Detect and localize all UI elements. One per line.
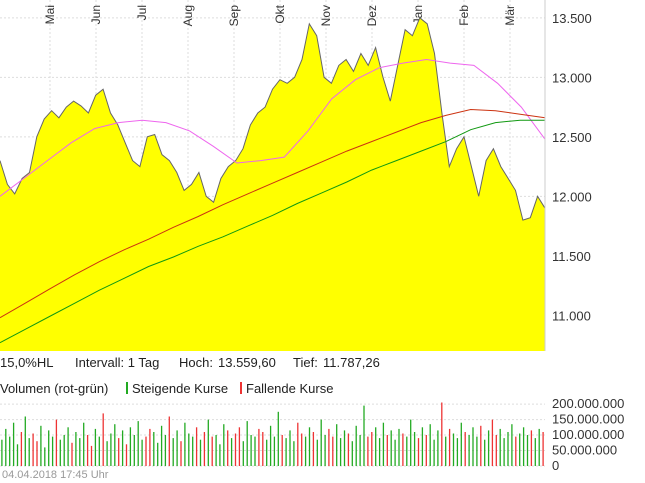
volume-tick-label: 150.000.000 <box>552 412 624 427</box>
moving-average-line <box>0 108 546 319</box>
high-value: 13.559,60 <box>218 355 276 370</box>
interval-label: Intervall: 1 Tag <box>75 355 160 370</box>
volume-title: Volumen (rot-grün) <box>0 381 109 396</box>
high-label: Hoch: <box>179 355 213 370</box>
x-tick-label: Feb <box>457 5 471 26</box>
low-label: Tief: <box>293 355 318 370</box>
low-value: 11.787,26 <box>323 355 380 370</box>
volume-tick-label: 200.000.000 <box>552 396 624 411</box>
price-line <box>0 16 546 221</box>
x-tick-label: Mär <box>503 5 517 26</box>
legend-up-label: Steigende Kurse <box>132 381 229 396</box>
legend-down-swatch <box>240 382 242 394</box>
moving-average-line <box>0 58 546 197</box>
y-tick-label: 11.500 <box>552 249 591 264</box>
price-area <box>0 17 545 352</box>
legend-up-swatch <box>126 382 128 394</box>
x-tick-label: Mai <box>43 5 57 24</box>
y-tick-label: 12.500 <box>552 130 592 145</box>
volume-tick-label: 0 <box>552 458 559 473</box>
volume-tick-label: 50.000.000 <box>552 443 617 458</box>
scale-note: 15,0%HL <box>0 355 54 370</box>
x-tick-label: Jul <box>135 5 149 20</box>
volume-legend: Volumen (rot-grün) Steigende Kurse Falle… <box>0 379 545 399</box>
x-tick-label: Aug <box>181 5 195 26</box>
x-tick-label: Okt <box>273 4 287 23</box>
moving-average-line <box>0 119 545 344</box>
chart-info-row: 15,0%HL Intervall: 1 Tag Hoch: 13.559,60… <box>0 353 545 373</box>
x-tick-label: Jun <box>89 5 103 24</box>
legend-down-label: Fallende Kurse <box>246 381 334 396</box>
x-tick-label: Sep <box>227 5 241 27</box>
y-tick-label: 13.500 <box>552 11 592 26</box>
x-tick-label: Dez <box>365 5 379 26</box>
timestamp: 04.04.2018 17:45 Uhr <box>2 469 109 481</box>
volume-tick-label: 100.000.000 <box>552 427 624 442</box>
x-tick-label: Nov <box>319 5 333 26</box>
y-tick-label: 12.000 <box>552 189 592 204</box>
y-tick-label: 13.000 <box>552 70 592 85</box>
y-tick-label: 11.000 <box>552 308 591 323</box>
